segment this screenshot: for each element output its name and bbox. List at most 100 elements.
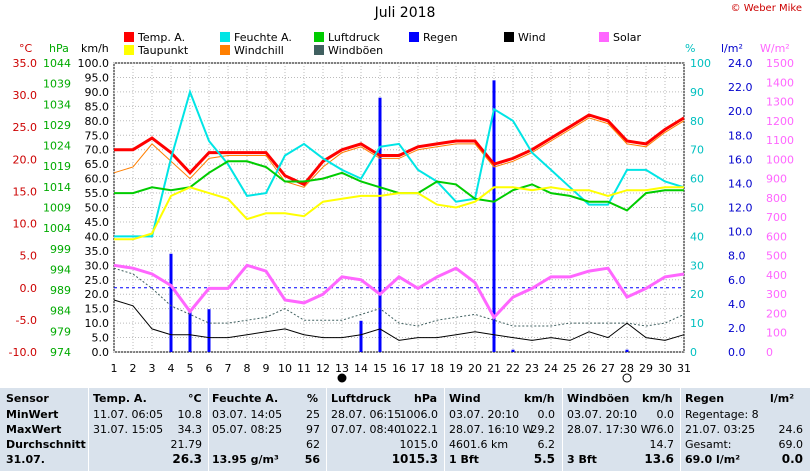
- x-tick-label: 9: [263, 362, 270, 375]
- table-cell-rain-label: Regentage: 8: [685, 408, 759, 421]
- legend-swatch: [124, 45, 134, 55]
- temp-tick-label: 30.0: [13, 89, 38, 102]
- legend-gusts: Windböen: [314, 45, 383, 57]
- pressure-tick-label: 979: [50, 325, 71, 338]
- series-line: [114, 113, 685, 187]
- copyright-text[interactable]: © Weber Mike: [730, 3, 802, 14]
- solar-tick-label: 1000: [766, 153, 794, 166]
- rain-tick-label: 4.0: [728, 298, 746, 311]
- pressure-tick-label: 1029: [43, 119, 71, 132]
- rain-bar: [625, 349, 629, 352]
- rain-bar: [359, 320, 363, 352]
- wind-tick-label: 15.0: [85, 303, 110, 316]
- table-cell-rain-label: 69.0 l/m²: [685, 453, 741, 466]
- table-cell-temp-val: 26.3: [172, 452, 202, 466]
- pressure-tick-label: 1019: [43, 160, 71, 173]
- x-tick-label: 1: [111, 362, 118, 375]
- series-line: [113, 299, 685, 341]
- table-header-rain-unit: l/m²: [770, 392, 795, 405]
- x-tick-label: 21: [487, 362, 501, 375]
- legend-label: Taupunkt: [138, 44, 189, 57]
- table-header-gusts: Windböen: [567, 392, 630, 405]
- x-tick-label: 4: [168, 362, 175, 375]
- pressure-tick-label: 984: [50, 305, 71, 318]
- temp-tick-label: -10.0: [9, 346, 37, 359]
- wind-tick-label: 55.0: [85, 187, 110, 200]
- x-tick-label: 6: [206, 362, 213, 375]
- table-divider: [562, 388, 563, 471]
- table-cell-wind-val: 6.2: [537, 438, 556, 451]
- table-header-humidity: Feuchte A.: [212, 392, 279, 405]
- day-markers: [337, 373, 632, 383]
- rain-tick-label: 22.0: [728, 81, 753, 94]
- table-cell-gust-val: 0.0: [656, 408, 675, 421]
- solar-tick-label: 300: [766, 288, 787, 301]
- x-tick-label: 10: [278, 362, 292, 375]
- series-line: [113, 117, 685, 188]
- wind-tick-label: 50.0: [85, 202, 110, 215]
- table-header-gusts-unit: km/h: [642, 392, 673, 405]
- table-cell-hum-val: 62: [306, 438, 320, 451]
- x-tick-label: 7: [225, 362, 232, 375]
- humidity-tick-label: 10: [690, 317, 704, 330]
- legend-solar: Solar: [599, 32, 641, 44]
- legend-rain: Regen: [409, 32, 458, 44]
- chart-title: Juli 2018: [374, 5, 436, 21]
- temp-tick-label: 15.0: [13, 185, 38, 198]
- table-cell-gust-time: 03.07. 20:10: [567, 408, 638, 421]
- legend-temp: Temp. A.: [124, 32, 185, 44]
- x-tick-label: 24: [544, 362, 558, 375]
- wind-tick-label: 75.0: [85, 129, 110, 142]
- table-cell-gust-time: 3 Bft: [567, 453, 597, 466]
- rain-tick-label: 12.0: [728, 202, 753, 215]
- humidity-tick-label: 20: [690, 288, 704, 301]
- x-tick-label: 2: [130, 362, 137, 375]
- temp-tick-label: 35.0: [13, 57, 38, 70]
- legend-swatch: [409, 32, 419, 42]
- wind-tick-label: 85.0: [85, 100, 110, 113]
- table-header-wind: Wind: [449, 392, 481, 405]
- table-cell-temp-time: 31.07. 15:05: [93, 423, 164, 436]
- table-header-temp: Temp. A.: [93, 392, 147, 405]
- wind-tick-label: 20.0: [85, 288, 110, 301]
- table-cell-rain-val: 69.0: [778, 438, 804, 451]
- wind-tick-label: 10.0: [85, 317, 110, 330]
- legend-label: Temp. A.: [138, 31, 186, 44]
- temp-tick-label: -5.0: [16, 314, 37, 327]
- temp-tick-label: 10.0: [13, 218, 38, 231]
- table-cell-wind-time: 03.07. 20:10: [449, 408, 520, 421]
- legend-swatch: [504, 32, 514, 42]
- solar-tick-label: 900: [766, 173, 787, 186]
- table-cell-press-time: 07.07. 08:40: [331, 423, 402, 436]
- x-tick-label: 15: [373, 362, 387, 375]
- table-divider: [88, 388, 89, 471]
- solar-tick-label: 1500: [766, 57, 794, 70]
- statistics-table: [0, 388, 810, 471]
- table-cell-wind-val: 29.2: [530, 423, 556, 436]
- x-tick-label: 12: [316, 362, 330, 375]
- rain-tick-label: 6.0: [728, 274, 746, 287]
- table-cell-wind-time: 4601.6 km: [449, 438, 509, 451]
- wind-tick-label: 70.0: [85, 144, 110, 157]
- x-tick-label: 30: [658, 362, 672, 375]
- table-cell-rain-val: 0.0: [781, 452, 803, 466]
- table-cell-gust-val: 14.7: [649, 438, 675, 451]
- legend-wind: Wind: [504, 32, 546, 44]
- pressure-tick-label: 1014: [43, 181, 71, 194]
- x-tick-label: 18: [430, 362, 444, 375]
- table-cell-hum-time: 13.95 g/m³: [212, 453, 279, 466]
- unit-humidity: %: [685, 42, 696, 55]
- rain-tick-label: 2.0: [728, 322, 746, 335]
- humidity-tick-label: 40: [690, 230, 704, 243]
- x-tick-label: 3: [149, 362, 156, 375]
- legend-windchill: Windchill: [220, 45, 284, 57]
- table-divider: [444, 388, 445, 471]
- series-lines: [113, 88, 685, 341]
- humidity-tick-label: 90: [690, 86, 704, 99]
- solar-tick-label: 1300: [766, 96, 794, 109]
- table-divider: [326, 388, 327, 471]
- x-tick-label: 23: [525, 362, 539, 375]
- series-line: [114, 88, 685, 238]
- legend-swatch: [220, 45, 230, 55]
- humidity-tick-label: 100: [690, 57, 711, 70]
